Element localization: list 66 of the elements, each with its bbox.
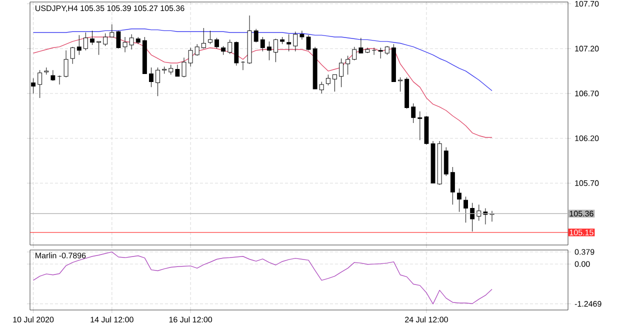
x-tick-label: 10 Jul 2020 [13,316,54,322]
chart-title: USDJPY,H4 105.35 105.39 105.27 105.36 [36,5,184,12]
candlestick [228,39,232,54]
ref-line-label: 105.36 [570,210,594,216]
ref-line-label: 105.15 [570,230,594,236]
candlestick [214,38,219,49]
candlestick [319,82,324,94]
candlestick [286,34,292,52]
candlestick [208,30,212,44]
candlestick [274,38,278,62]
candlestick [96,41,102,56]
candlestick [194,44,200,56]
candlestick [70,46,75,64]
candlestick [378,47,383,59]
candlestick [168,64,174,75]
candlestick [76,34,82,56]
y-tick-label: 0.00 [574,261,590,267]
candlestick [175,64,180,77]
candlestick [332,74,337,92]
candlestick [50,70,56,82]
candlestick [444,147,448,176]
y-tick-label: 0.379 [574,249,594,255]
candlestick [358,38,364,54]
candlestick [90,30,94,46]
candlestick [188,47,193,67]
candlestick [352,46,357,61]
candlestick [110,24,114,38]
candlestick [254,28,258,43]
candlestick [483,208,488,225]
y-tick-label: 107.70 [575,0,599,7]
y-tick-label: 105.70 [575,180,599,186]
candlestick [83,32,88,51]
candlestick [156,67,160,96]
candlestick [306,34,311,51]
chart-title: Marlin -0.7896 [36,252,86,258]
y-tick-label: 106.20 [575,135,599,142]
candlestick [470,202,475,232]
candlestick [38,70,42,98]
candlestick [464,196,468,223]
candlestick [129,34,134,50]
y-tick-label: -1.2469 [574,301,602,307]
candlestick [398,77,402,92]
candlestick [57,75,62,85]
y-tick-label: 107.20 [575,46,599,52]
candlestick [346,56,350,75]
candlestick [339,58,344,88]
y-tick-label: 106.70 [575,90,599,96]
candlestick [266,41,272,61]
candlestick [476,204,482,222]
x-tick-label: 16 Jul 12:00 [169,316,212,322]
x-tick-label: 24 Jul 12:00 [405,316,448,322]
candlestick [326,74,330,86]
candlestick [149,67,154,88]
candlestick [418,111,422,140]
candlestick [64,50,68,78]
candlestick [300,30,304,40]
candlestick [234,41,239,66]
candlestick [201,28,206,49]
x-tick-label: 14 Jul 12:00 [90,316,134,322]
candlestick [260,36,265,52]
candlestick [457,188,462,212]
candlestick [450,166,455,205]
candlestick [293,31,298,52]
candlestick [103,33,108,46]
candlestick [182,57,186,78]
candlestick [411,103,416,124]
